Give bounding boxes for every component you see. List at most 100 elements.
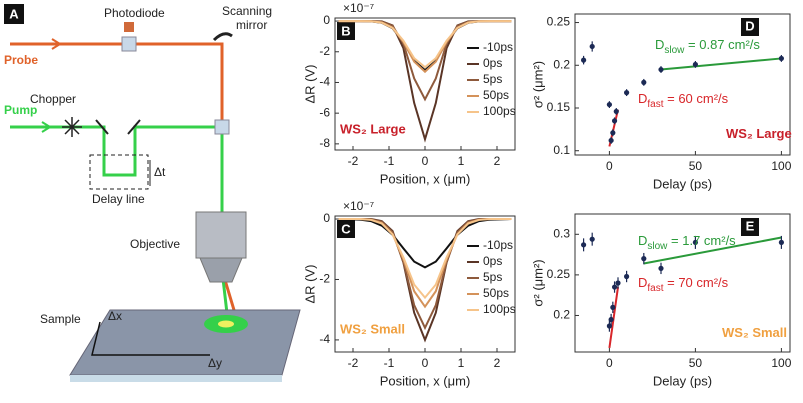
x-tick-label: 2 (494, 154, 501, 168)
data-point (611, 118, 618, 124)
sample-edge (70, 375, 282, 382)
y-axis-label: σ² (μm²) (530, 259, 545, 306)
data-point (778, 239, 785, 246)
y-tick-label: 0.25 (547, 15, 571, 29)
x-axis-label: Position, x (μm) (380, 373, 471, 388)
y-tick-label: -8 (319, 136, 330, 150)
label: mirror (236, 18, 267, 32)
data-point (581, 57, 587, 63)
mirror (95, 119, 109, 135)
label: Delay line (92, 192, 145, 206)
x-tick-label: 50 (689, 159, 703, 173)
fit-line (643, 236, 782, 265)
label: Chopper (30, 92, 76, 106)
legend-label: -10ps (483, 238, 513, 252)
beam-splitter (121, 36, 137, 52)
x-axis-label: Delay (ps) (653, 373, 712, 388)
y-tick-label: 0.2 (553, 57, 570, 71)
y-tick-label: 0.15 (547, 100, 571, 114)
x-tick-label: 0 (606, 356, 613, 370)
x-tick-label: -2 (348, 154, 359, 168)
panel-box (4, 4, 24, 24)
panel-box (337, 22, 355, 40)
annotation: WS₂ Small (722, 325, 787, 340)
arrow (51, 38, 61, 50)
panel-label: A (9, 6, 19, 21)
x-tick-label: 1 (458, 154, 465, 168)
objective (195, 211, 247, 259)
data-point (589, 43, 595, 50)
fit-line (608, 286, 619, 349)
delay-box (89, 154, 149, 190)
mirror (127, 119, 141, 135)
annotation: Dfast = 60 cm²/s (638, 91, 729, 109)
y-tick-label: 0.2 (553, 308, 570, 322)
photodiode (124, 22, 134, 32)
annotation: WS₂ Large (340, 121, 406, 136)
panel-box (741, 218, 759, 236)
sample (69, 309, 301, 376)
beam-splitter (214, 119, 230, 135)
label: Sample (40, 312, 81, 326)
legend-label: 100ps (483, 104, 516, 118)
annotation: Dfast = 70 cm²/s (638, 275, 729, 293)
y-tick-label: -4 (319, 332, 330, 346)
annotation: Dslow = 1.7 cm²/s (638, 233, 736, 251)
legend-label: 5ps (483, 270, 502, 284)
annotation-text: D (638, 91, 647, 106)
chopper (62, 117, 82, 137)
data-point (778, 55, 785, 62)
annotation: WS₂ Large (726, 126, 792, 141)
plot-frame (574, 213, 791, 353)
y-tick-label: 0.3 (553, 226, 570, 240)
annotation-sub: fast (647, 99, 663, 110)
annotation-sub: slow (647, 241, 668, 252)
probe-beam (10, 42, 242, 331)
label: Photodiode (104, 6, 165, 20)
label: Scanning (222, 4, 272, 18)
annotation-sub: fast (647, 283, 663, 294)
scanning-mirror (212, 32, 233, 42)
data-point (613, 108, 619, 115)
legend-label: 100ps (483, 302, 516, 316)
data-point (610, 130, 616, 136)
fit-line (660, 57, 782, 71)
data-point (658, 66, 664, 73)
label: Δx (108, 309, 122, 323)
series-line (338, 20, 512, 69)
legend-label: -10ps (483, 40, 513, 54)
sample-axes (91, 321, 210, 356)
x-tick-label: 2 (494, 356, 501, 370)
annotation-rest: = 70 cm²/s (664, 275, 729, 290)
annotation-text: D (638, 275, 647, 290)
panel-box (741, 18, 759, 36)
x-tick-label: -2 (348, 356, 359, 370)
y-axis-label: σ² (μm²) (530, 61, 545, 108)
y-tick-label: 0.1 (553, 143, 570, 157)
x-tick-label: 100 (771, 159, 791, 173)
y-tick-label: 0 (323, 13, 330, 27)
y-tick-label: 0 (323, 211, 330, 225)
x-axis-label: Delay (ps) (653, 176, 712, 191)
x-tick-label: 0 (422, 154, 429, 168)
data-point (692, 239, 699, 246)
y-axis-label: ΔR (V) (302, 264, 317, 303)
x-tick-label: 1 (458, 356, 465, 370)
data-point (610, 304, 616, 310)
y-tick-label: -4 (319, 75, 330, 89)
data-point (692, 61, 699, 68)
data-point (641, 256, 647, 262)
data-point (581, 242, 587, 248)
x-tick-label: -1 (384, 356, 395, 370)
data-point (611, 284, 618, 290)
legend-label: 0ps (483, 254, 502, 268)
x-tick-label: -1 (384, 154, 395, 168)
series-line (338, 218, 512, 269)
annotation-rest: = 0.87 cm²/s (684, 37, 760, 52)
x-axis-label: Position, x (μm) (380, 171, 471, 186)
objective-lens (199, 257, 243, 283)
panel-label: C (341, 221, 351, 236)
annotation-rest: = 1.7 cm²/s (667, 233, 736, 248)
label: Δy (208, 356, 222, 370)
x-tick-label: 0 (422, 356, 429, 370)
